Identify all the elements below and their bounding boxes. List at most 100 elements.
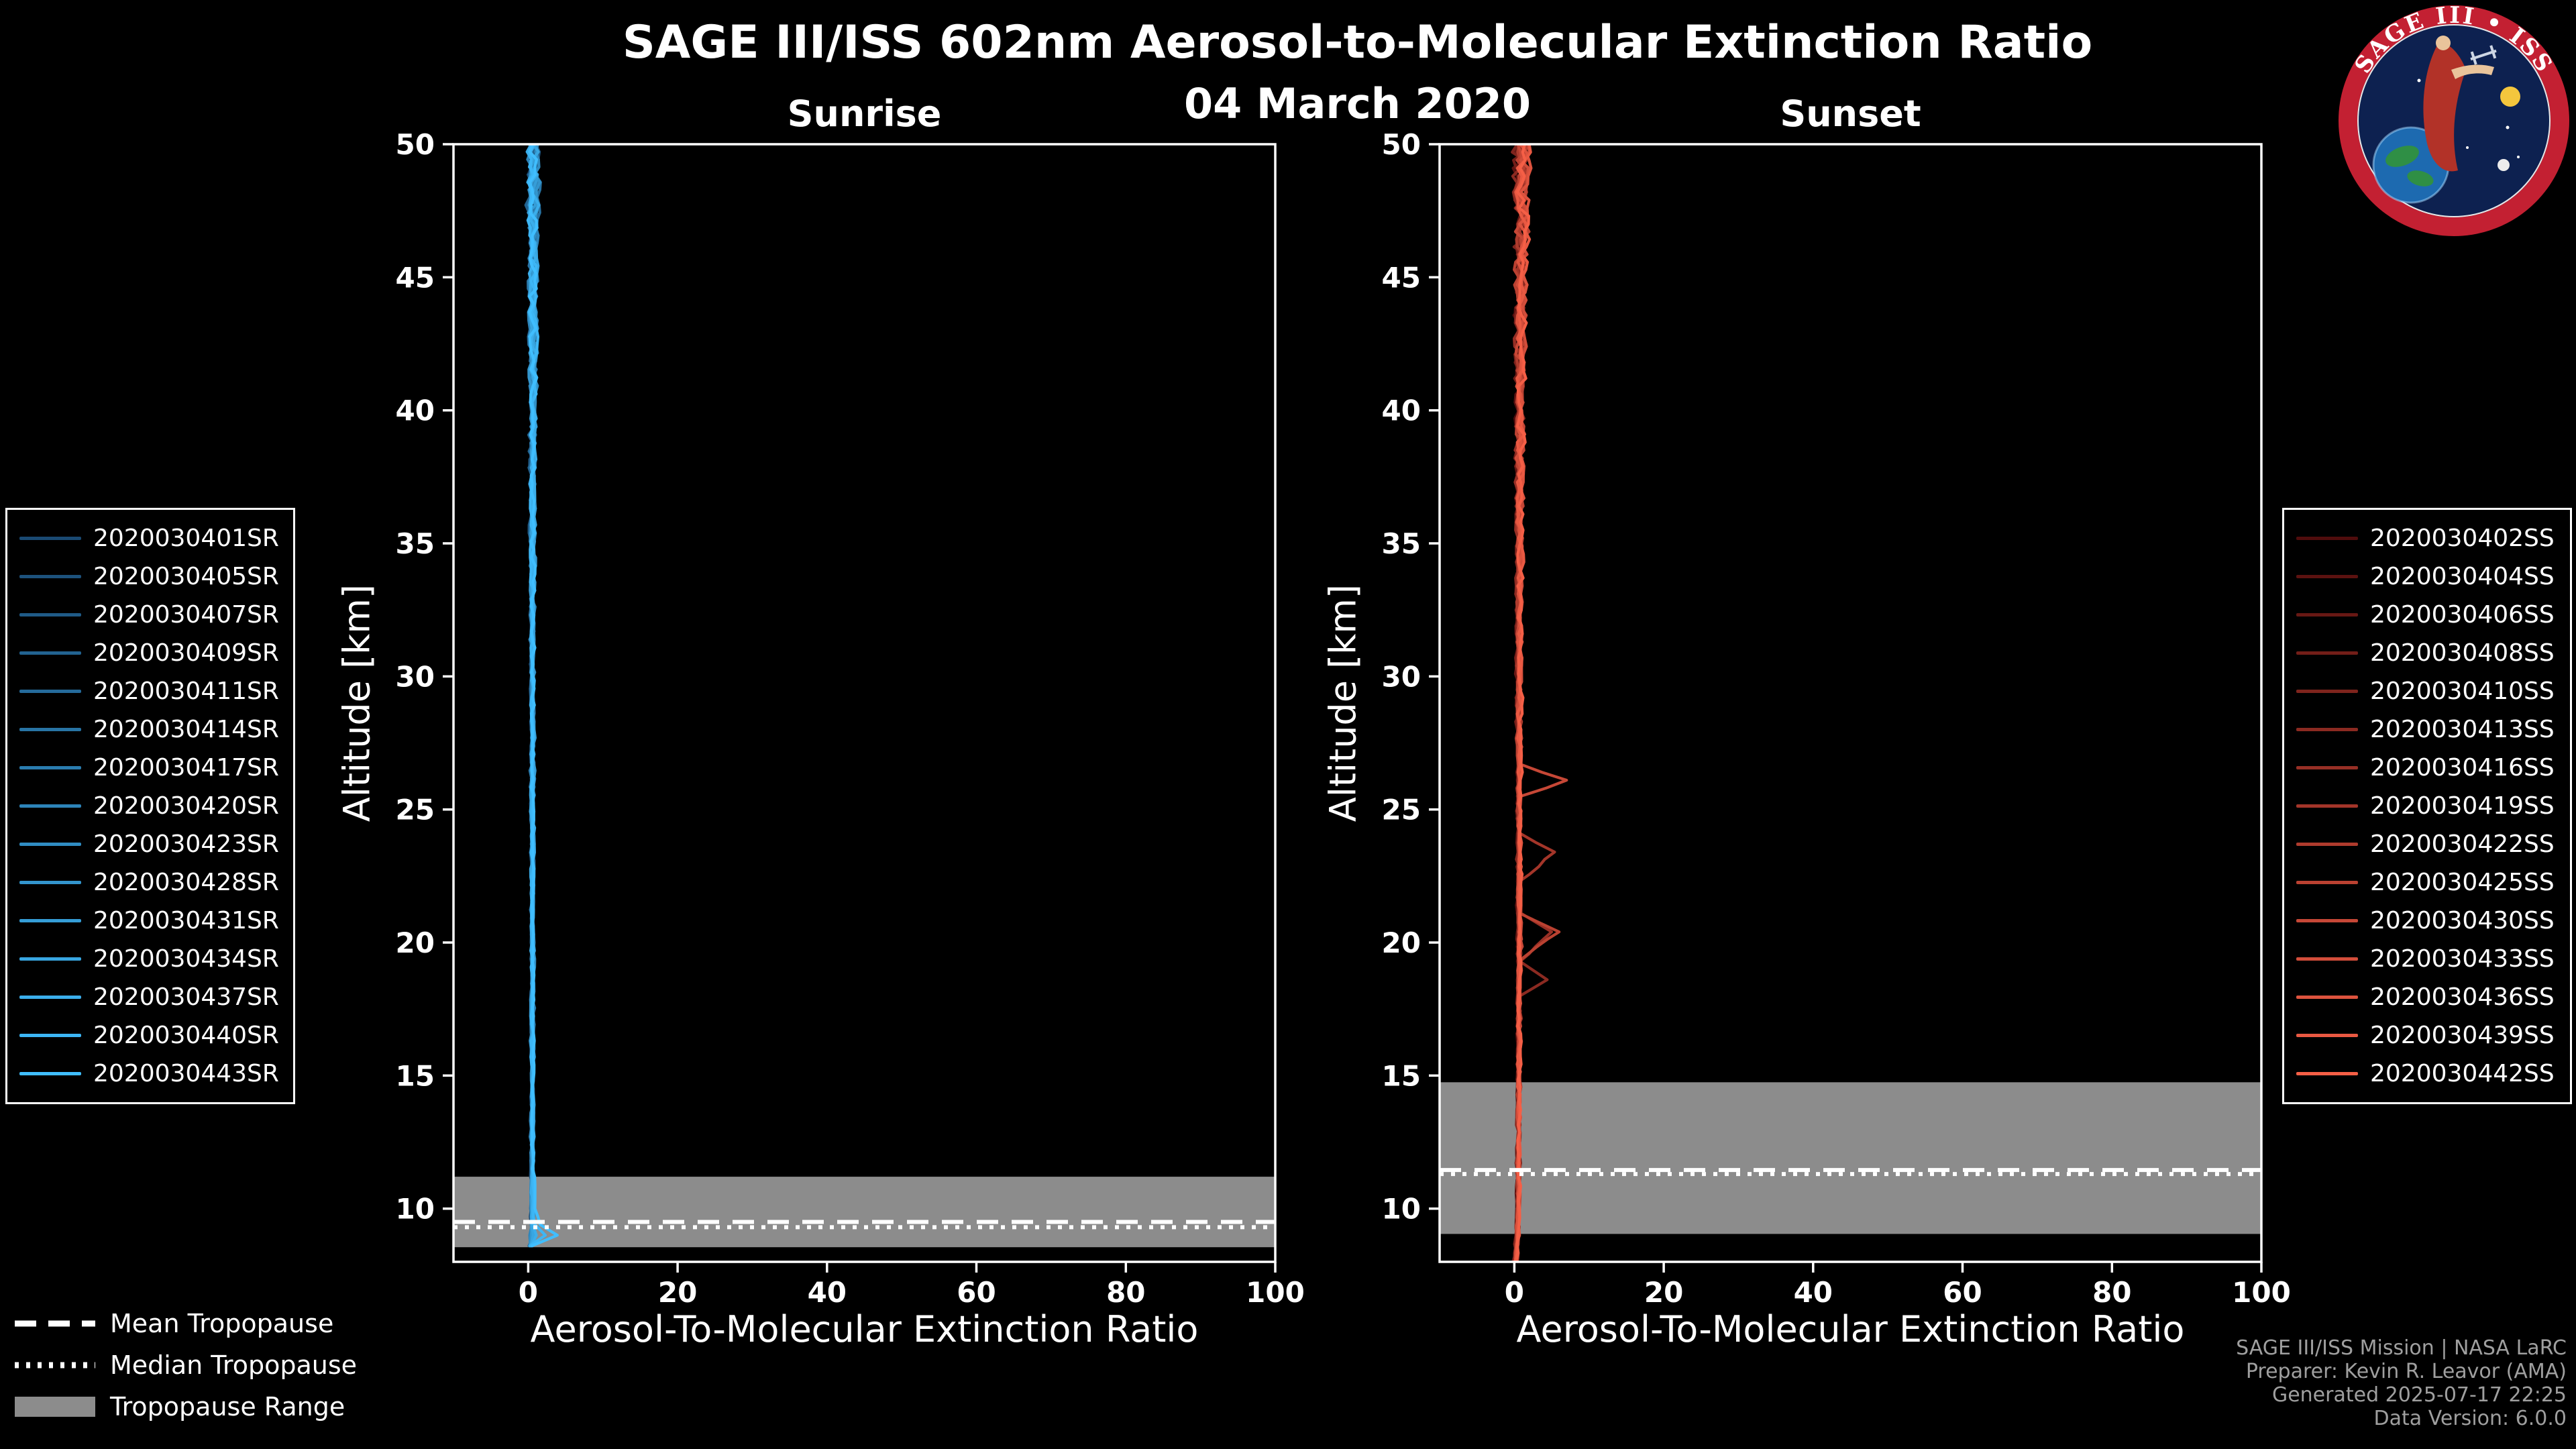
legend-label: 2020030411SR [93, 678, 279, 705]
legend-line-swatch [19, 1034, 81, 1037]
legend-label: 2020030408SS [2370, 639, 2555, 667]
legend-item: 2020030425SS [2296, 863, 2570, 902]
legend-label: 2020030439SS [2370, 1022, 2555, 1049]
legend-label: 2020030401SR [93, 525, 279, 552]
y-tick-label: 15 [1382, 1059, 1421, 1092]
logo-figure-head [2436, 36, 2451, 50]
plot-frame [1438, 143, 2263, 1263]
legend-line-swatch [2296, 996, 2358, 999]
legend-label: 2020030407SR [93, 601, 279, 629]
legend-label: 2020030443SR [93, 1060, 279, 1087]
legend-item: 2020030414SR [19, 710, 293, 749]
legend-line-swatch [2296, 804, 2358, 808]
legend-line-swatch [2296, 1072, 2358, 1075]
profile-line-2020030443SR [528, 144, 559, 1248]
x-axis-label-sunrise: Aerosol-To-Molecular Extinction Ratio [530, 1308, 1199, 1350]
legend-line-swatch [19, 957, 81, 961]
x-tick-label: 100 [2232, 1276, 2291, 1309]
legend-label: 2020030436SS [2370, 983, 2555, 1011]
legend-label: 2020030406SS [2370, 601, 2555, 629]
legend-line-swatch [2296, 843, 2358, 846]
logo-figure-arm [2451, 64, 2494, 79]
tropopause-range-legend-item: Tropopause Range [15, 1386, 357, 1428]
x-tick-label: 0 [519, 1276, 538, 1309]
legend-label: 2020030419SS [2370, 792, 2555, 820]
profiles-group [524, 144, 559, 1248]
legend-line-swatch [2296, 575, 2358, 578]
legend-item: 2020030420SR [19, 787, 293, 825]
legend-label: 2020030428SR [93, 869, 279, 896]
legend-label: 2020030414SR [93, 716, 279, 743]
legend-item: 2020030401SR [19, 519, 293, 557]
footer-credits: SAGE III/ISS Mission | NASA LaRC Prepare… [2236, 1336, 2567, 1430]
legend-line-swatch [2296, 651, 2358, 655]
legend-label: 2020030405SR [93, 563, 279, 590]
legend-line-swatch [2296, 537, 2358, 540]
tropopause-range-band [453, 1177, 1275, 1248]
mean-tropopause-legend-item: Mean Tropopause [15, 1303, 357, 1344]
logo-earth-continent [2385, 146, 2419, 167]
y-tick-label: 35 [1382, 527, 1421, 560]
footer-generated-line: Generated 2025-07-17 22:25 [2271, 1383, 2567, 1407]
x-tick-label: 40 [1794, 1276, 1833, 1309]
legend-line-swatch [19, 881, 81, 884]
y-tick-label: 25 [396, 794, 435, 826]
y-axis-label-sunset: Altitude [km] [1322, 584, 1364, 822]
legend-item: 2020030434SR [19, 940, 293, 978]
legend-line-swatch [19, 690, 81, 693]
y-tick-label: 25 [1382, 794, 1421, 826]
x-tick-label: 60 [957, 1276, 996, 1309]
legend-item: 2020030411SR [19, 672, 293, 710]
x-tick-label: 0 [1505, 1276, 1524, 1309]
legend-item: 2020030433SS [2296, 940, 2570, 978]
legend-label: 2020030413SS [2370, 716, 2555, 743]
legend-line-swatch [19, 575, 81, 578]
median-tropopause-label: Median Tropopause [110, 1350, 357, 1380]
x-tick-label: 40 [808, 1276, 847, 1309]
legend-line-swatch [19, 996, 81, 999]
legend-item: 2020030443SR [19, 1055, 293, 1093]
legend-line-swatch [19, 613, 81, 616]
legend-item: 2020030408SS [2296, 634, 2570, 672]
legend-line-swatch [19, 537, 81, 540]
y-tick-label: 40 [1382, 394, 1421, 427]
x-tick-label: 60 [1943, 1276, 1982, 1309]
x-tick-label: 80 [1106, 1276, 1145, 1309]
legend-line-swatch [19, 766, 81, 769]
legend-label: 2020030417SR [93, 754, 279, 782]
x-tick-label: 100 [1246, 1276, 1305, 1309]
legend-line-swatch [2296, 690, 2358, 693]
legend-item: 2020030430SS [2296, 902, 2570, 940]
y-tick-label: 15 [396, 1059, 435, 1092]
legend-label: 2020030423SR [93, 830, 279, 858]
legend-line-swatch [19, 804, 81, 808]
tropopause-range-label: Tropopause Range [110, 1392, 345, 1421]
x-axis-label-sunset: Aerosol-To-Molecular Extinction Ratio [1516, 1308, 2185, 1350]
legend-line-swatch [2296, 881, 2358, 884]
legend-item: 2020030410SS [2296, 672, 2570, 710]
footer-preparer-line: Preparer: Kevin R. Leavor (AMA) [2245, 1360, 2567, 1383]
y-tick-label: 45 [1382, 261, 1421, 294]
footer-version-line: Data Version: 6.0.0 [2373, 1407, 2567, 1430]
legend-line-swatch [19, 843, 81, 846]
gray-patch-swatch [15, 1397, 95, 1417]
x-tick-label: 80 [2092, 1276, 2131, 1309]
profile-line-2020030442SS [1514, 144, 1530, 1262]
legend-label: 2020030422SS [2370, 830, 2555, 858]
legend-label: 2020030416SS [2370, 754, 2555, 782]
legend-line-swatch [19, 1072, 81, 1075]
mission-logo: SAGE III • ISS [2339, 5, 2569, 236]
legend-item: 2020030436SS [2296, 978, 2570, 1016]
sunset-legend: 2020030402SS 2020030404SS 2020030406SS 2020… [2282, 508, 2572, 1104]
legend-item: 2020030402SS [2296, 519, 2570, 557]
legend-item: 2020030437SR [19, 978, 293, 1016]
footer-mission-line: SAGE III/ISS Mission | NASA LaRC [2236, 1336, 2567, 1360]
y-tick-label: 20 [396, 926, 435, 959]
legend-item: 2020030404SS [2296, 557, 2570, 596]
legend-label: 2020030420SR [93, 792, 279, 820]
chart-title: SAGE III/ISS 602nm Aerosol-to-Molecular … [622, 16, 2093, 69]
tropopause-range-band [1440, 1082, 2261, 1234]
legend-item: 2020030405SR [19, 557, 293, 596]
y-tick-label: 50 [396, 128, 435, 161]
